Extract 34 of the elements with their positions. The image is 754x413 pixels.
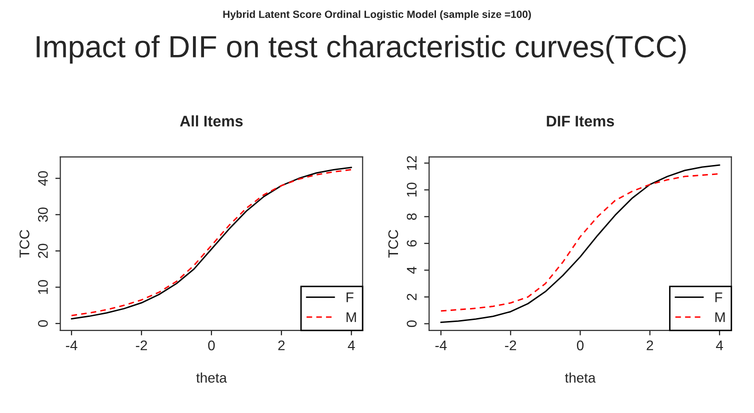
y-tick-label: 30	[38, 207, 48, 222]
y-tick-label: 6	[406, 240, 417, 247]
text: Hybrid Latent Score Ordinal Logistic Model (sample size =100)	[223, 10, 531, 20]
y-tick-label: 0	[406, 320, 417, 328]
x-tick-label: 0	[576, 340, 584, 350]
y-axis-title: TCC	[388, 230, 398, 258]
x-axis-title: theta	[565, 372, 596, 383]
y-tick-label: 40	[38, 171, 48, 186]
y-axis-title: TCC	[20, 230, 30, 258]
y-tick-label: 12	[406, 156, 416, 170]
x-tick-label: 2	[278, 340, 285, 350]
x-tick-label: -2	[136, 340, 147, 350]
y-tick-label: 0	[38, 320, 48, 327]
x-axis-title: theta	[196, 372, 227, 383]
legend-label: F	[715, 292, 722, 302]
legend-label: M	[715, 312, 725, 322]
y-tick-label: 20	[38, 244, 48, 258]
y-tick-label: 10	[406, 182, 417, 197]
y-tick-label: 2	[406, 294, 416, 300]
y-tick-label: 8	[406, 213, 417, 220]
x-tick-label: -4	[435, 340, 447, 350]
x-tick-label: -2	[505, 340, 516, 350]
x-tick-label: -4	[66, 340, 78, 350]
chart-title: All Items	[180, 115, 243, 127]
y-tick-label: 10	[38, 280, 48, 294]
text: Impact of DIF on test characteristic curves(TCC)	[36, 35, 686, 64]
x-tick-label: 4	[348, 340, 355, 350]
x-tick-label: 0	[208, 340, 215, 350]
y-tick-label: 4	[406, 266, 416, 274]
legend-label: M	[346, 312, 356, 322]
chart-title: DIF Items	[546, 116, 614, 127]
legend-label: F	[346, 292, 354, 302]
x-tick-label: 4	[716, 340, 723, 350]
x-tick-label: 2	[646, 340, 654, 350]
